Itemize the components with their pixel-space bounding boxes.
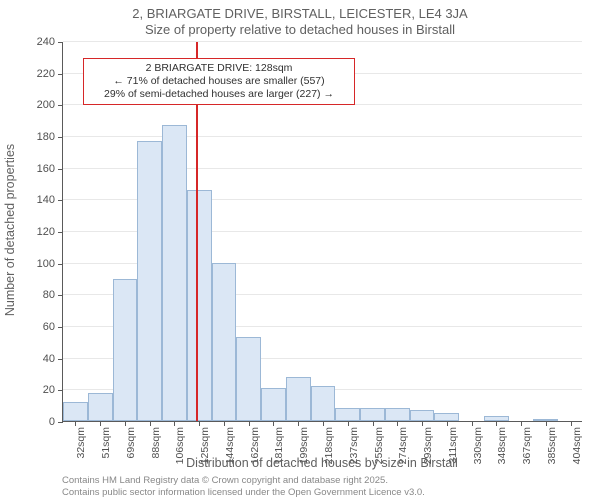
histogram-bar	[212, 263, 237, 421]
x-tick	[472, 421, 473, 426]
y-tick-label: 180	[37, 131, 63, 143]
y-tick-label: 20	[43, 384, 63, 396]
x-tick	[150, 421, 151, 426]
title-line1: 2, BRIARGATE DRIVE, BIRSTALL, LEICESTER,…	[0, 6, 600, 21]
y-tick-label: 220	[37, 68, 63, 80]
x-tick	[249, 421, 250, 426]
x-tick	[125, 421, 126, 426]
histogram-bar	[385, 408, 410, 421]
annotation-line2: ← 71% of detached houses are smaller (55…	[90, 75, 348, 88]
annotation-box: 2 BRIARGATE DRIVE: 128sqm ← 71% of detac…	[83, 58, 355, 105]
y-tick-label: 200	[37, 99, 63, 111]
gridline	[63, 136, 582, 137]
y-axis-label: Number of detached properties	[3, 144, 17, 316]
annotation-line1: 2 BRIARGATE DRIVE: 128sqm	[90, 62, 348, 75]
x-tick	[521, 421, 522, 426]
x-tick-label: 32sqm	[75, 427, 87, 459]
x-tick-label: 51sqm	[100, 427, 112, 459]
histogram-bar	[261, 388, 286, 421]
y-tick-label: 0	[49, 416, 63, 428]
histogram-bar	[162, 125, 187, 421]
x-tick	[397, 421, 398, 426]
plot-area: 02040608010012014016018020022024032sqm51…	[62, 42, 582, 422]
histogram-bar	[63, 402, 88, 421]
y-tick-label: 240	[37, 36, 63, 48]
footer-line1: Contains HM Land Registry data © Crown c…	[62, 475, 425, 486]
annotation-line3: 29% of semi-detached houses are larger (…	[90, 88, 348, 101]
footer-text: Contains HM Land Registry data © Crown c…	[62, 475, 425, 498]
histogram-bar	[137, 141, 162, 421]
gridline	[63, 41, 582, 42]
title-line2: Size of property relative to detached ho…	[0, 22, 600, 37]
x-tick	[100, 421, 101, 426]
histogram-bar	[286, 377, 311, 421]
histogram-bar	[360, 408, 385, 421]
histogram-bar	[434, 413, 459, 421]
x-tick	[348, 421, 349, 426]
y-tick-label: 40	[43, 353, 63, 365]
x-tick	[373, 421, 374, 426]
x-tick	[546, 421, 547, 426]
x-tick-label: 88sqm	[150, 427, 162, 459]
y-tick-label: 60	[43, 321, 63, 333]
x-tick	[174, 421, 175, 426]
histogram-bar	[410, 410, 435, 421]
chart-container: 2, BRIARGATE DRIVE, BIRSTALL, LEICESTER,…	[0, 0, 600, 500]
x-tick	[323, 421, 324, 426]
y-tick-label: 120	[37, 226, 63, 238]
x-tick	[298, 421, 299, 426]
x-tick	[273, 421, 274, 426]
y-tick-label: 80	[43, 289, 63, 301]
x-tick	[571, 421, 572, 426]
y-tick-label: 100	[37, 258, 63, 270]
histogram-bar	[187, 190, 212, 421]
y-tick-label: 160	[37, 163, 63, 175]
x-tick	[224, 421, 225, 426]
x-tick-label: 69sqm	[125, 427, 137, 459]
footer-line2: Contains public sector information licen…	[62, 487, 425, 498]
histogram-bar	[236, 337, 261, 421]
x-axis-label: Distribution of detached houses by size …	[62, 456, 582, 470]
y-tick-label: 140	[37, 194, 63, 206]
x-tick	[199, 421, 200, 426]
histogram-bar	[311, 386, 336, 421]
histogram-bar	[113, 279, 138, 422]
histogram-bar	[335, 408, 360, 421]
x-tick	[422, 421, 423, 426]
x-tick	[496, 421, 497, 426]
x-tick	[75, 421, 76, 426]
x-tick	[447, 421, 448, 426]
histogram-bar	[88, 393, 113, 422]
